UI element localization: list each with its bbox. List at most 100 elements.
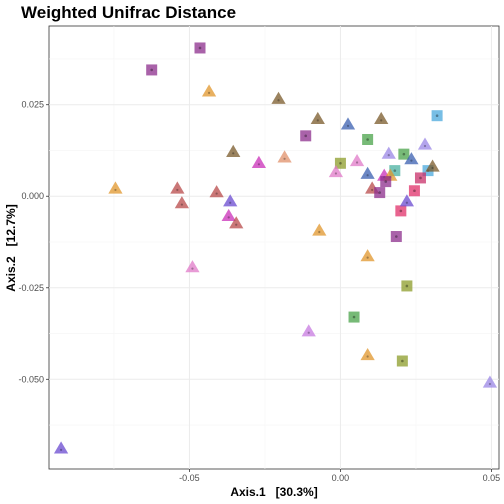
data-point-center (366, 355, 369, 358)
data-point-center (401, 359, 404, 363)
data-point-center (366, 256, 369, 259)
data-point-center (395, 235, 398, 238)
data-point-square (398, 148, 410, 160)
data-point-center (352, 315, 356, 319)
data-point-triangle (301, 324, 316, 337)
plot-panel (48, 25, 500, 470)
data-point-square (396, 355, 408, 367)
data-point-center (229, 201, 232, 204)
data-point-center (419, 176, 422, 180)
x-axis-title: Axis.1 [30.3%] (230, 485, 317, 499)
data-point-square (401, 280, 413, 292)
data-point-center (339, 161, 342, 165)
data-point-center (355, 161, 359, 164)
y-tick-label: -0.025 (18, 283, 44, 293)
data-point-center (366, 174, 369, 177)
data-point-triangle (360, 249, 375, 262)
data-point-triangle (174, 196, 190, 209)
data-point-center (371, 188, 374, 192)
data-point-center (191, 267, 194, 270)
data-point-square (300, 130, 312, 142)
data-point-square (146, 64, 158, 76)
data-point-triangle (271, 91, 286, 104)
data-point-center (176, 188, 179, 192)
data-point-center (431, 166, 434, 170)
data-point-triangle (185, 260, 200, 273)
data-point-center (405, 284, 409, 288)
data-point-triangle (108, 181, 123, 194)
x-tick-label: 0.00 (332, 473, 350, 483)
data-point-center (387, 154, 390, 157)
data-point-triangle (201, 84, 217, 97)
data-point-center (318, 230, 321, 234)
data-point-triangle (349, 153, 365, 167)
data-point-triangle (209, 185, 224, 198)
data-point-center (232, 152, 235, 155)
x-tick-label: 0.05 (483, 473, 501, 483)
data-point-triangle (223, 194, 238, 207)
data-point-triangle (310, 111, 325, 125)
data-point-center (435, 114, 439, 117)
grid-major (49, 26, 499, 469)
data-point-center (180, 203, 183, 206)
data-point-triangle (404, 152, 419, 165)
data-point-center (59, 448, 63, 451)
data-point-center (334, 172, 338, 175)
data-point-center (277, 99, 280, 102)
data-point-square (194, 42, 206, 54)
data-point-triangle (170, 181, 185, 194)
data-point-triangle (328, 164, 344, 178)
data-point-center (384, 180, 388, 183)
data-point-triangle (312, 223, 327, 236)
data-point-center (304, 134, 308, 138)
data-point-triangle (417, 137, 433, 150)
y-tick-label: 0.000 (21, 191, 44, 201)
data-point-triangle (277, 150, 292, 163)
data-point-center (215, 192, 218, 195)
y-axis-ticks: -0.050 -0.025 0.000 0.025 (18, 100, 49, 384)
data-point-center (405, 201, 408, 204)
data-point-center (198, 46, 202, 50)
data-point-center (393, 169, 397, 172)
data-point-center (423, 144, 427, 148)
data-point-center (283, 157, 286, 160)
data-point-triangle (399, 194, 415, 207)
data-point-center (207, 91, 211, 95)
data-point-square (414, 172, 426, 184)
data-point-square (431, 110, 443, 122)
data-point-square (380, 176, 392, 188)
data-point-center (346, 124, 350, 127)
data-points (53, 42, 498, 454)
data-point-center (399, 209, 403, 213)
data-point-center (235, 223, 238, 226)
data-point-triangle (425, 159, 440, 172)
data-point-square (362, 133, 374, 145)
data-point-triangle (53, 441, 69, 454)
data-point-square (408, 185, 420, 197)
data-point-square (389, 165, 401, 177)
data-point-triangle (360, 166, 375, 179)
data-point-center (366, 138, 369, 141)
data-point-center (257, 163, 260, 166)
data-point-triangle (340, 117, 356, 130)
data-point-triangle (251, 155, 267, 168)
data-point-center (488, 382, 492, 386)
data-point-center (378, 191, 382, 194)
x-tick-label: -0.05 (179, 473, 200, 483)
y-tick-label: 0.025 (21, 100, 44, 110)
data-point-center (380, 119, 383, 122)
data-point-square (390, 231, 402, 243)
data-point-center (316, 119, 319, 122)
data-point-triangle (229, 216, 244, 229)
data-point-square (348, 311, 360, 323)
data-point-center (150, 68, 153, 72)
data-point-triangle (482, 375, 498, 388)
x-axis-ticks: -0.05 0.00 0.05 (179, 469, 500, 483)
data-point-square (334, 157, 346, 169)
data-point-square (395, 205, 407, 217)
y-axis-title: Axis.2 [12.7%] (4, 204, 18, 291)
data-point-triangle (221, 208, 236, 222)
data-point-center (410, 159, 413, 162)
data-point-center (307, 331, 310, 334)
